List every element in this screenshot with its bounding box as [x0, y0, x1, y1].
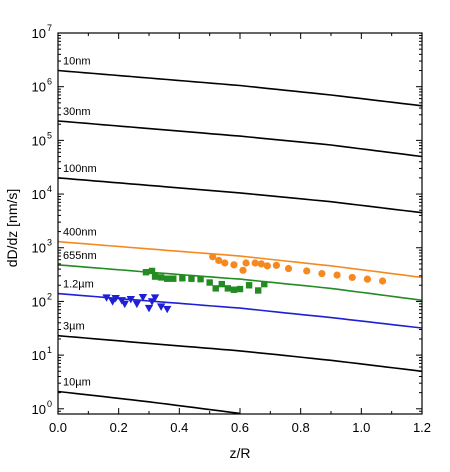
data-point [151, 273, 159, 280]
data-point [170, 275, 177, 282]
data-point [212, 285, 219, 292]
y-tick-label: 10 [32, 348, 46, 363]
data-point [144, 304, 154, 313]
y-tick-exponent: 7 [47, 23, 52, 33]
data-point [148, 267, 156, 275]
data-point [230, 286, 238, 293]
data-point [239, 266, 247, 274]
x-tick-label: 1.2 [413, 420, 431, 435]
data-point [255, 287, 262, 294]
data-point [206, 279, 213, 286]
data-point [142, 269, 150, 276]
curve-2 [58, 177, 422, 214]
x-tick-label: 1.0 [352, 420, 370, 435]
y-tick-label: 10 [32, 133, 46, 148]
x-axis-label: z/R [230, 445, 251, 461]
x-tick-label: 0.0 [49, 420, 67, 435]
data-point [236, 285, 244, 293]
y-tick-label: 10 [32, 26, 46, 41]
data-point [303, 267, 311, 275]
data-point [348, 273, 356, 282]
data-point [163, 305, 172, 314]
data-point [218, 280, 225, 288]
x-axis: 0.0 0.2 0.4 0.6 0.8 1.0 1.2 [49, 33, 431, 435]
curve-label: 3µm [63, 321, 85, 333]
curve-4 [58, 264, 422, 302]
data-point [261, 280, 268, 288]
curve-label: 1.2µm [63, 279, 94, 291]
x-tick-label: 0.2 [110, 420, 128, 435]
curve-label: 10nm [63, 56, 91, 68]
data-point [230, 261, 238, 269]
data-point [157, 274, 165, 281]
y-axis-label: dD/dz [nm/s] [4, 189, 20, 268]
y-tick-exponent: 3 [47, 238, 52, 248]
data-point [120, 300, 129, 309]
data-point [257, 260, 265, 268]
y-tick-exponent: 6 [47, 77, 52, 87]
data-point [215, 256, 223, 265]
data-point [138, 293, 148, 302]
y-tick-label: 10 [32, 80, 46, 95]
curves-layer [58, 69, 422, 414]
curve-label: 655nm [63, 250, 97, 262]
y-tick-exponent: 4 [47, 184, 52, 194]
data-point [102, 294, 111, 302]
curve-0 [58, 69, 422, 107]
data-point [272, 261, 280, 269]
data-point [221, 259, 229, 267]
y-tick-label: 10 [32, 402, 46, 417]
data-point [209, 253, 217, 261]
data-point [263, 262, 271, 270]
data-point [126, 296, 135, 304]
curve-6 [58, 334, 422, 373]
data-point [111, 294, 120, 303]
data-point [251, 259, 259, 267]
curve-7 [58, 390, 241, 414]
y-tick-label: 10 [32, 187, 46, 202]
data-point [245, 282, 253, 289]
curve-label: 10µm [63, 377, 91, 389]
x-tick-label: 0.4 [170, 420, 188, 435]
data-point [363, 275, 371, 283]
data-point [188, 275, 195, 282]
data-point [378, 277, 387, 285]
data-point [284, 264, 293, 273]
data-point [132, 300, 142, 309]
points-layer [102, 253, 387, 314]
data-point [318, 269, 326, 278]
data-point [150, 294, 160, 302]
data-point [242, 259, 250, 267]
data-point [156, 303, 166, 311]
curve-label: 30nm [63, 106, 91, 118]
y-tick-exponent: 1 [47, 345, 52, 355]
curve-1 [58, 120, 422, 158]
y-tick-label: 10 [32, 241, 46, 256]
curve-labels-layer: 10nm 30nm 100nm 400nm 655nm 1.2µm 3µm 10µm [63, 56, 97, 389]
y-tick-exponent: 5 [47, 130, 52, 140]
y-tick-label: 10 [32, 294, 46, 309]
plot-frame [57, 32, 423, 415]
x-tick-label: 0.8 [292, 420, 310, 435]
y-tick-exponent: 0 [47, 399, 52, 409]
curve-3 [58, 240, 422, 279]
x-tick-label: 0.6 [231, 420, 249, 435]
data-point [164, 275, 171, 282]
data-point [197, 275, 204, 283]
curve-label: 100nm [63, 163, 97, 175]
y-tick-exponent: 2 [47, 291, 52, 301]
data-point [224, 285, 232, 292]
data-point [333, 271, 341, 279]
curve-label: 400nm [63, 227, 97, 239]
data-point [179, 275, 186, 282]
